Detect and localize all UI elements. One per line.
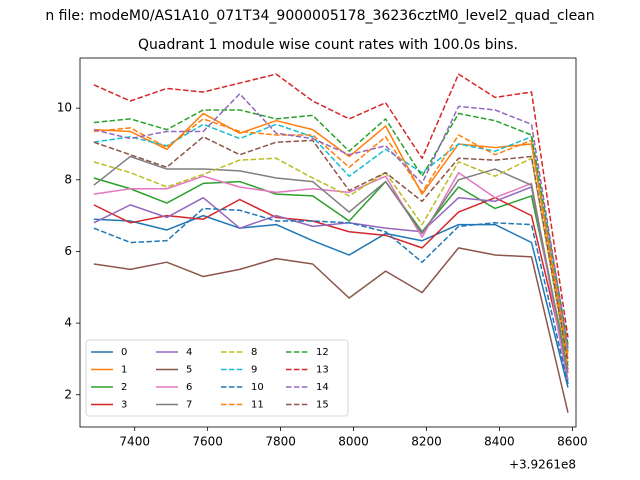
y-tick-label: 4 xyxy=(64,316,72,330)
x-tick-label: 7600 xyxy=(192,435,223,449)
x-tick-label: 8600 xyxy=(557,435,588,449)
series-line-0 xyxy=(93,214,569,388)
y-tick-label: 2 xyxy=(64,387,72,401)
x-tick-label: 8400 xyxy=(484,435,515,449)
series-line-9 xyxy=(93,123,569,352)
x-tick-label: 8000 xyxy=(338,435,369,449)
y-tick-label: 8 xyxy=(64,172,72,186)
x-tick-label: 7800 xyxy=(265,435,296,449)
legend-entry-6: 6 xyxy=(156,382,192,393)
legend-label: 12 xyxy=(316,347,329,358)
legend-label: 14 xyxy=(316,382,329,393)
series-line-2 xyxy=(93,177,569,367)
series-line-13 xyxy=(93,73,569,338)
legend-entry-4: 4 xyxy=(156,347,192,358)
legend-entry-11: 11 xyxy=(221,400,264,411)
legend-label: 9 xyxy=(251,365,257,376)
legend-label: 1 xyxy=(121,365,127,376)
y-tick-label: 10 xyxy=(57,101,72,115)
legend-label: 6 xyxy=(186,382,192,393)
legend-entry-8: 8 xyxy=(221,347,257,358)
legend-entry-2: 2 xyxy=(91,382,127,393)
series-line-14 xyxy=(93,93,569,349)
legend-label: 3 xyxy=(121,400,127,411)
series-line-10 xyxy=(93,207,569,385)
y-tick-label: 6 xyxy=(64,244,72,258)
legend-entry-15: 15 xyxy=(286,400,329,411)
legend-entry-1: 1 xyxy=(91,365,127,376)
legend-entry-9: 9 xyxy=(221,365,257,376)
series-line-7 xyxy=(93,155,569,374)
legend-entry-13: 13 xyxy=(286,365,329,376)
series-line-1 xyxy=(93,112,569,360)
legend-label: 8 xyxy=(251,347,257,358)
legend-label: 0 xyxy=(121,347,127,358)
x-axis: 7400 7600 7800 8000 8200 8400 8600 xyxy=(119,427,588,449)
axes-frame xyxy=(79,57,577,428)
legend-label: 7 xyxy=(186,400,192,411)
legend-label: 13 xyxy=(316,365,329,376)
legend-frame xyxy=(85,339,349,417)
series-line-11 xyxy=(93,118,569,356)
legend-entry-0: 0 xyxy=(91,347,127,358)
y-axis: 2 4 6 8 10 xyxy=(57,101,80,401)
legend-entry-7: 7 xyxy=(156,400,192,411)
legend-entry-12: 12 xyxy=(286,347,329,358)
series-line-6 xyxy=(93,171,569,385)
legend-label: 15 xyxy=(316,400,329,411)
series-line-15 xyxy=(93,136,569,363)
x-tick-label: 7400 xyxy=(119,435,150,449)
series-line-4 xyxy=(93,186,569,381)
legend-label: 5 xyxy=(186,365,192,376)
legend-label: 10 xyxy=(251,382,264,393)
x-axis-offset-label: +3.9261e8 xyxy=(509,458,576,472)
chart-title: Quadrant 1 module wise count rates with … xyxy=(138,37,518,53)
legend-entry-14: 14 xyxy=(286,382,329,393)
series-line-5 xyxy=(93,247,569,413)
legend-label: 2 xyxy=(121,382,127,393)
legend-label: 11 xyxy=(251,400,264,411)
series-line-8 xyxy=(93,157,569,367)
x-tick-label: 8200 xyxy=(411,435,442,449)
legend-entry-5: 5 xyxy=(156,365,192,376)
series-line-12 xyxy=(93,109,569,345)
series-layer xyxy=(93,73,569,413)
legend-label: 4 xyxy=(186,347,192,358)
figure-suptitle: n file: modeM0/AS1A10_071T34_9000005178_… xyxy=(45,8,594,24)
legend-entry-3: 3 xyxy=(91,400,127,411)
legend-entry-10: 10 xyxy=(221,382,264,393)
